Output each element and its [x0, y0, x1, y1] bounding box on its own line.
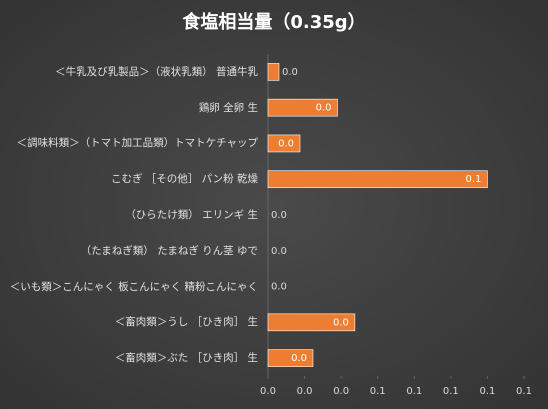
x-tick-label: 0.1 — [370, 386, 386, 397]
chart-title: 食塩相当量（0.35g） — [181, 11, 365, 33]
y-tick-label: 鶏卵 全卵 生 — [198, 101, 258, 114]
bar — [267, 170, 488, 189]
y-tick-label: ＜調味料類＞（トマト加工品類）トマトケチャップ — [16, 137, 258, 150]
y-tick-label: ＜いも類＞こんにゃく 板こんにゃく 精粉こんにゃく — [9, 280, 258, 293]
x-tick-label: 0.1 — [479, 386, 495, 397]
value-label: 0.0 — [282, 67, 298, 78]
y-tick-label: （たまねぎ類） たまねぎ りん茎 ゆで — [80, 244, 258, 257]
bar — [267, 98, 338, 117]
x-tick-label: 0.0 — [297, 386, 313, 397]
x-tick-label: 0.1 — [443, 386, 459, 397]
bar — [267, 134, 301, 153]
bar — [267, 63, 280, 81]
y-tick-label: こむぎ ［その他］ パン粉 乾燥 — [110, 173, 258, 186]
bar — [267, 313, 356, 332]
y-tick-label: （ひらたけ類） エリンギ 生 — [125, 209, 258, 221]
bar — [267, 349, 314, 367]
value-label: 0.1 — [466, 174, 482, 185]
value-label: 0.0 — [271, 210, 287, 221]
y-tick-label: ＜畜肉類＞うし ［ひき肉］ 生 — [114, 316, 258, 329]
value-label: 0.0 — [291, 353, 307, 364]
y-tick-label: ＜畜肉類＞ぶた ［ひき肉］ 生 — [114, 352, 258, 365]
x-tick-label: 0.0 — [333, 386, 349, 397]
x-tick-label: 0.1 — [406, 386, 422, 397]
value-label: 0.0 — [278, 138, 294, 149]
value-label: 0.0 — [316, 103, 332, 114]
value-label: 0.0 — [271, 246, 287, 257]
value-label: 0.0 — [271, 282, 287, 293]
x-tick-label: 0.0 — [260, 386, 276, 397]
value-label: 0.0 — [333, 317, 349, 328]
y-tick-label: ＜牛乳及び乳製品＞（液状乳類） 普通牛乳 — [55, 65, 258, 78]
x-tick-label: 0.1 — [516, 386, 532, 397]
